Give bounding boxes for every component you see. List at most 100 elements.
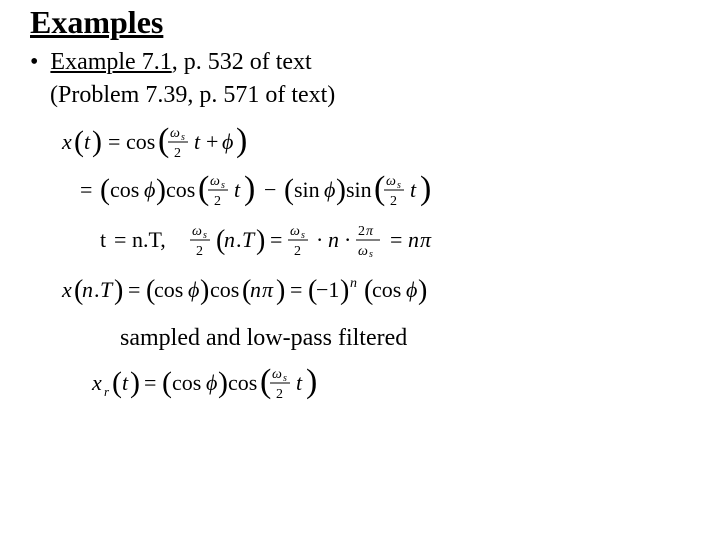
svg-text:): ) bbox=[114, 275, 123, 306]
svg-text:−1: −1 bbox=[316, 277, 339, 302]
svg-text:=: = bbox=[270, 227, 282, 252]
svg-text:r: r bbox=[104, 384, 110, 399]
svg-text:): ) bbox=[130, 366, 140, 399]
svg-text:n: n bbox=[328, 227, 339, 252]
svg-text:(: ( bbox=[284, 173, 294, 206]
svg-text:n: n bbox=[224, 227, 235, 252]
svg-text:n.T,: n.T, bbox=[132, 227, 166, 252]
svg-text:=: = bbox=[108, 129, 120, 154]
svg-text:cos: cos bbox=[228, 370, 257, 395]
svg-text:t: t bbox=[84, 129, 91, 154]
svg-text:T: T bbox=[242, 227, 256, 252]
svg-text:(: ( bbox=[112, 366, 122, 399]
svg-text:(: ( bbox=[374, 170, 385, 207]
svg-text:n: n bbox=[82, 277, 93, 302]
svg-text:.: . bbox=[236, 227, 242, 252]
equation-2: = ( cos ϕ ) cos ( ω s 2 t ) − ( bbox=[60, 169, 690, 213]
svg-text:ω: ω bbox=[386, 174, 396, 189]
svg-text:cos: cos bbox=[210, 277, 239, 302]
svg-text:(: ( bbox=[162, 366, 172, 399]
svg-text:=: = bbox=[390, 227, 402, 252]
svg-text:t: t bbox=[234, 177, 241, 202]
svg-text:(: ( bbox=[158, 122, 169, 159]
svg-text:π: π bbox=[262, 277, 274, 302]
svg-text:+: + bbox=[206, 129, 218, 154]
svg-text:ω: ω bbox=[290, 224, 300, 239]
svg-text:=: = bbox=[144, 370, 156, 395]
equation-5: x r ( t ) = ( cos ϕ ) cos ( ω s 2 t ) bbox=[90, 362, 690, 406]
svg-text:s: s bbox=[397, 180, 401, 191]
svg-text:2: 2 bbox=[174, 146, 181, 161]
svg-text:sin: sin bbox=[294, 177, 320, 202]
svg-text:2: 2 bbox=[196, 244, 203, 259]
svg-text:=: = bbox=[128, 277, 140, 302]
svg-text:): ) bbox=[340, 275, 349, 306]
svg-text:t: t bbox=[296, 370, 303, 395]
svg-text:2: 2 bbox=[276, 387, 283, 402]
svg-text:2: 2 bbox=[390, 194, 397, 209]
svg-text:=: = bbox=[290, 277, 302, 302]
svg-text:T: T bbox=[100, 277, 114, 302]
svg-text:s: s bbox=[369, 249, 373, 260]
svg-text:=: = bbox=[114, 227, 126, 252]
svg-text:): ) bbox=[92, 125, 102, 158]
svg-text:t: t bbox=[410, 177, 417, 202]
svg-text:ϕ: ϕ bbox=[206, 370, 217, 395]
svg-text:(: ( bbox=[74, 125, 84, 158]
svg-text:ω: ω bbox=[192, 224, 202, 239]
svg-text:(: ( bbox=[100, 173, 110, 206]
equation-4: x ( n . T ) = ( cos ϕ ) cos ( n π ) = ( … bbox=[60, 271, 690, 311]
svg-text:): ) bbox=[276, 275, 285, 306]
svg-text:): ) bbox=[244, 170, 255, 207]
svg-text:x: x bbox=[91, 370, 102, 395]
svg-text:·: · bbox=[344, 227, 351, 252]
svg-text:π: π bbox=[420, 227, 432, 252]
svg-text:): ) bbox=[306, 363, 317, 400]
svg-text:=: = bbox=[80, 177, 92, 202]
svg-text:s: s bbox=[221, 180, 225, 191]
equation-1: x ( t ) = cos ( ω s 2 t + ϕ ) bbox=[60, 121, 690, 163]
svg-text:ϕ: ϕ bbox=[406, 277, 417, 302]
svg-text:cos: cos bbox=[126, 129, 155, 154]
svg-text:): ) bbox=[418, 275, 427, 306]
svg-text:cos: cos bbox=[166, 177, 195, 202]
svg-text:2: 2 bbox=[358, 224, 365, 239]
svg-text:ω: ω bbox=[358, 244, 368, 259]
svg-text:s: s bbox=[181, 132, 185, 143]
svg-text:ϕ: ϕ bbox=[144, 177, 155, 202]
svg-text:s: s bbox=[301, 230, 305, 241]
svg-text:): ) bbox=[156, 173, 166, 206]
svg-text:ϕ: ϕ bbox=[222, 129, 233, 154]
svg-text:n: n bbox=[250, 277, 261, 302]
svg-text:ϕ: ϕ bbox=[188, 277, 199, 302]
svg-text:.: . bbox=[94, 277, 100, 302]
example-ref: Example 7.1 bbox=[50, 49, 171, 75]
svg-text:ω: ω bbox=[272, 367, 282, 382]
svg-text:π: π bbox=[366, 224, 374, 239]
sampled-text: sampled and low-pass filtered bbox=[120, 325, 690, 352]
svg-text:n: n bbox=[350, 276, 357, 291]
svg-text:cos: cos bbox=[154, 277, 183, 302]
svg-text:ϕ: ϕ bbox=[324, 177, 335, 202]
svg-text:x: x bbox=[61, 129, 72, 154]
svg-text:): ) bbox=[420, 170, 431, 207]
svg-text:(: ( bbox=[260, 363, 271, 400]
page-title: Examples bbox=[30, 4, 690, 41]
svg-text:s: s bbox=[283, 373, 287, 384]
svg-text:cos: cos bbox=[172, 370, 201, 395]
svg-text:(: ( bbox=[198, 170, 209, 207]
svg-text:): ) bbox=[236, 122, 247, 159]
svg-text:s: s bbox=[203, 230, 207, 241]
svg-text:sin: sin bbox=[346, 177, 372, 202]
svg-text:): ) bbox=[256, 225, 265, 256]
svg-text:t: t bbox=[100, 227, 106, 252]
svg-text:n: n bbox=[408, 227, 419, 252]
svg-text:t: t bbox=[122, 370, 129, 395]
svg-text:t: t bbox=[194, 129, 201, 154]
example-line: • Example 7.1, p. 532 of text bbox=[30, 49, 690, 76]
svg-text:): ) bbox=[336, 173, 346, 206]
svg-text:x: x bbox=[61, 277, 72, 302]
svg-text:−: − bbox=[264, 177, 276, 202]
svg-text:·: · bbox=[316, 227, 323, 252]
svg-text:ω: ω bbox=[170, 126, 180, 141]
